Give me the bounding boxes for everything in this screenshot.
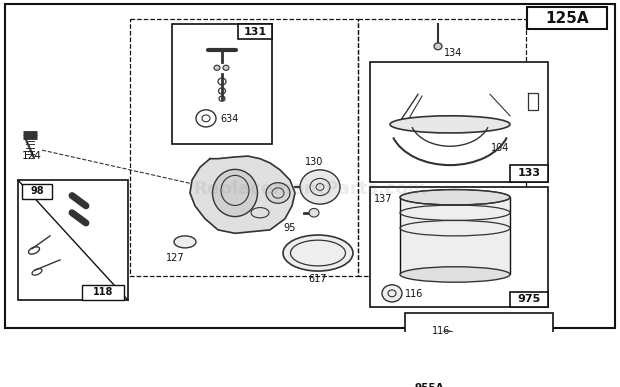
Ellipse shape	[400, 267, 510, 282]
Text: 130: 130	[305, 157, 323, 167]
Bar	[18, 180, 128, 300]
Bar	[510, 165, 548, 182]
Text: 125A: 125A	[545, 10, 589, 26]
Text: 617: 617	[309, 274, 327, 284]
Ellipse shape	[283, 235, 353, 271]
Bar	[510, 292, 548, 307]
Text: 116: 116	[405, 289, 423, 299]
Polygon shape	[433, 19, 443, 29]
Circle shape	[300, 170, 340, 204]
Ellipse shape	[213, 170, 257, 217]
Ellipse shape	[400, 190, 510, 205]
Circle shape	[382, 285, 402, 302]
Bar	[82, 285, 124, 300]
Text: 131: 131	[244, 27, 267, 37]
Bar	[238, 24, 272, 39]
Text: 975: 975	[517, 295, 541, 304]
Bar	[370, 62, 548, 182]
Text: 116: 116	[432, 326, 450, 336]
Bar	[400, 197, 510, 274]
Circle shape	[214, 65, 220, 70]
Bar	[405, 313, 553, 387]
Ellipse shape	[390, 116, 510, 133]
Circle shape	[266, 183, 290, 203]
Ellipse shape	[439, 368, 457, 378]
Text: 955A: 955A	[414, 383, 444, 387]
Text: 137: 137	[374, 194, 392, 204]
Text: 124: 124	[22, 151, 42, 161]
Polygon shape	[528, 92, 538, 110]
Text: 134: 134	[444, 48, 463, 58]
Bar	[22, 183, 52, 199]
Ellipse shape	[174, 236, 196, 248]
Text: 104: 104	[491, 143, 509, 153]
FancyBboxPatch shape	[208, 60, 234, 75]
Text: 133: 133	[518, 168, 541, 178]
Polygon shape	[190, 156, 295, 233]
Circle shape	[438, 331, 458, 348]
Text: 95: 95	[284, 223, 296, 233]
Text: 127: 127	[166, 253, 184, 263]
Circle shape	[434, 43, 442, 50]
Text: 98: 98	[30, 186, 44, 196]
Text: 634: 634	[220, 114, 238, 124]
Bar	[405, 380, 453, 387]
Bar	[130, 19, 358, 276]
Bar	[358, 19, 526, 276]
Text: ReplacementParts.com: ReplacementParts.com	[193, 180, 427, 198]
Circle shape	[223, 65, 229, 70]
Circle shape	[309, 209, 319, 217]
Bar	[370, 187, 548, 307]
Bar	[172, 24, 272, 144]
Text: 118: 118	[93, 288, 113, 298]
Bar	[527, 7, 607, 29]
